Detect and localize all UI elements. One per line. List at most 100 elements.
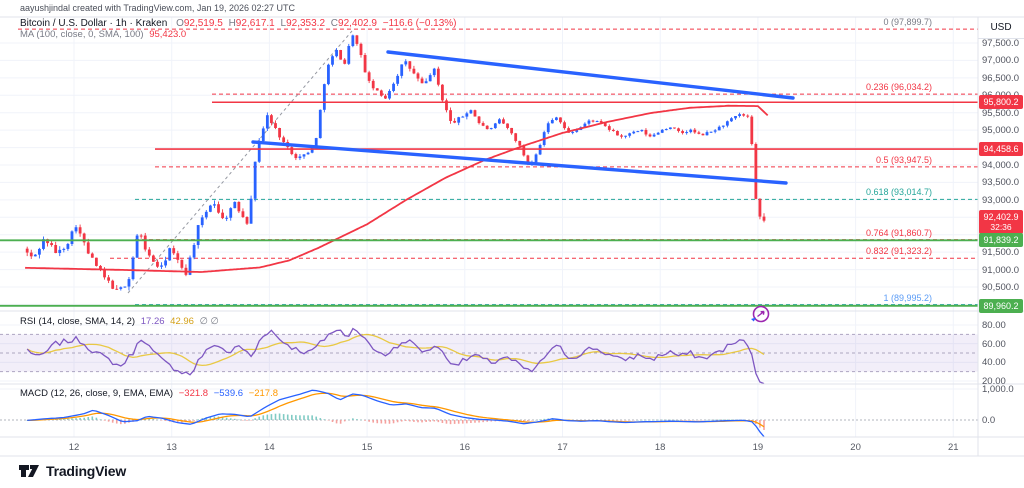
macd-histogram-bar (404, 420, 407, 421)
macd-histogram-bar (616, 420, 619, 421)
macd-histogram-bar (311, 415, 313, 420)
macd-histogram-bar (482, 420, 484, 423)
candle-body (221, 212, 224, 219)
candle-body (355, 35, 359, 44)
trend-line-upper-descending-resistance[interactable] (386, 50, 795, 100)
macd-histogram-bar (702, 420, 704, 421)
macd-histogram-bar (620, 420, 623, 421)
candle-body (176, 253, 180, 260)
candle-body (127, 279, 131, 287)
candle-body (485, 125, 489, 130)
macd-histogram-bar (612, 420, 615, 421)
candle-body (363, 55, 367, 73)
ma100-line (25, 104, 769, 273)
macd-histogram-bar (79, 417, 81, 420)
candle-body (599, 121, 603, 123)
candle-body (347, 45, 351, 64)
candle-body (213, 204, 216, 206)
candle-body (306, 152, 310, 155)
macd-histogram-bar (67, 418, 69, 420)
fib-level-label: 0.832 (91,323.2) (865, 246, 932, 257)
macd-histogram-bar (115, 420, 118, 424)
candle-body (550, 119, 554, 124)
price-badge-resistance-1: 95,800.2 (979, 95, 1023, 110)
macd-histogram-bar (278, 413, 281, 420)
macd-histogram-bar (685, 420, 688, 421)
symbol-legend-row[interactable]: Bitcoin / U.S. Dollar · 1h · Kraken O92,… (20, 18, 457, 29)
candle-body (392, 83, 395, 91)
macd-histogram-bar (730, 419, 733, 421)
candle-body (66, 243, 70, 249)
candle-body (314, 138, 318, 148)
macd-histogram-bar (343, 420, 346, 422)
macd-histogram-bar (445, 420, 448, 424)
tradingview-logo[interactable]: TradingView (18, 462, 126, 479)
macd-histogram-bar (478, 420, 480, 423)
candle-body (522, 145, 526, 156)
macd-histogram-bar (441, 420, 444, 423)
macd-histogram-bar (99, 419, 102, 420)
candle-body (74, 227, 78, 232)
macd-histogram-bar (653, 419, 655, 421)
candle-body (567, 128, 571, 133)
candle-body (746, 115, 750, 117)
macd-histogram-bar (645, 419, 647, 421)
candle-body (388, 90, 391, 99)
candle-body (705, 132, 709, 136)
macd-histogram-bar (307, 415, 309, 420)
trend-line-lower-descending-support[interactable] (251, 140, 788, 185)
fib-level-label: 0.236 (96,034.2) (865, 82, 932, 93)
candle-body (481, 123, 485, 126)
candle-body (208, 205, 212, 212)
macd-histogram-bar (160, 420, 163, 421)
macd-histogram-bar (58, 419, 61, 420)
macd-histogram-bar (694, 420, 696, 421)
macd-histogram-bar (433, 420, 436, 422)
candle-body (245, 217, 249, 224)
candle-body (400, 64, 404, 76)
macd-histogram-bar (221, 416, 224, 420)
macd-histogram-bar (290, 414, 293, 420)
tradingview-wordmark: TradingView (46, 462, 127, 479)
price-tick-label: 91,500.0 (982, 247, 1019, 259)
candle-body (681, 131, 684, 134)
price-tick-label: 97,500.0 (982, 38, 1019, 49)
candle-body (624, 135, 627, 137)
price-tick-label: 94,000.0 (982, 160, 1019, 171)
candle-body (90, 253, 94, 258)
candle-body (559, 117, 562, 123)
candle-body (249, 198, 253, 224)
candle-body (217, 204, 220, 213)
candle-body (339, 50, 343, 60)
candle-body (33, 254, 37, 257)
fib-level-label: 0.5 (93,947.5) (875, 154, 932, 165)
macd-histogram-bar (331, 420, 334, 423)
price-axis-currency[interactable]: USD (978, 17, 1024, 39)
candle-body (717, 126, 721, 131)
macd-histogram-bar (352, 418, 354, 420)
candle-body (575, 130, 579, 132)
candle-body (730, 118, 733, 122)
ma-legend-row[interactable]: MA (100, close, 0, SMA, 100) 95,423.0 (20, 29, 186, 40)
candle-body (270, 115, 273, 124)
ohlc-open-label: O (176, 18, 184, 29)
rsi-tick-label: 40.00 (982, 357, 1006, 369)
macd-legend-row[interactable]: MACD (12, 26, close, 9, EMA, EMA) −321.8… (20, 388, 278, 399)
macd-histogram-bar (225, 417, 228, 420)
candle-body (225, 217, 229, 219)
macd-histogram-bar (270, 414, 273, 420)
ohlc-close-label: C (330, 18, 339, 29)
time-tick-label: 15 (361, 442, 373, 453)
rsi-legend-row[interactable]: RSI (14, close, SMA, 14, 2) 17.26 42.96 … (20, 316, 219, 327)
macd-histogram-bar (148, 418, 151, 420)
circular-arrow-sticker-icon[interactable] (748, 303, 772, 332)
candle-body (119, 287, 123, 289)
candle-body (636, 131, 640, 133)
candle-body (595, 121, 599, 123)
candle-body (677, 128, 680, 132)
time-tick-label: 17 (557, 442, 568, 453)
price-tick-label: 96,500.0 (982, 72, 1019, 84)
candle-body (188, 257, 192, 275)
